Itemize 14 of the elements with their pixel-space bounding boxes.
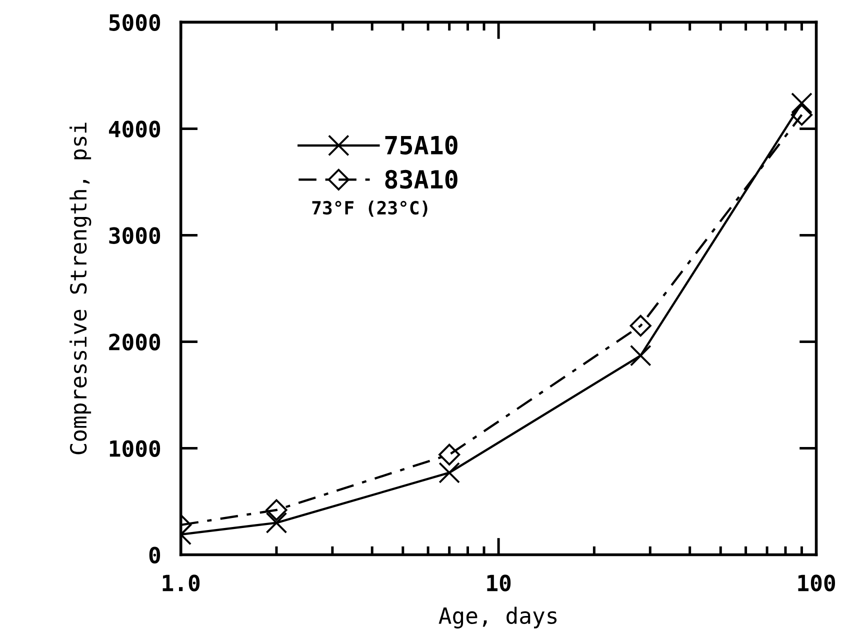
x-axis-title: Age, days xyxy=(438,606,557,628)
y-tick-label: 0 xyxy=(149,546,160,564)
y-tick-label: 1000 xyxy=(110,440,160,457)
y-tick-label: 4000 xyxy=(108,120,160,138)
legend-label: 75A10 xyxy=(385,136,458,155)
x-tick-label: 100 xyxy=(798,574,836,592)
y-axis-title: Compressive Strength, psi xyxy=(70,122,92,454)
y-tick-label: 2000 xyxy=(109,334,160,350)
y-tick-label: 5000 xyxy=(109,14,160,31)
y-tick-label: 3000 xyxy=(109,227,160,244)
annotation: 73°F (23°C) xyxy=(312,200,428,217)
legend-label: 83A10 xyxy=(385,170,458,189)
x-tick-label: 10 xyxy=(487,574,511,592)
x-tick-label: 1.0 xyxy=(162,574,200,592)
